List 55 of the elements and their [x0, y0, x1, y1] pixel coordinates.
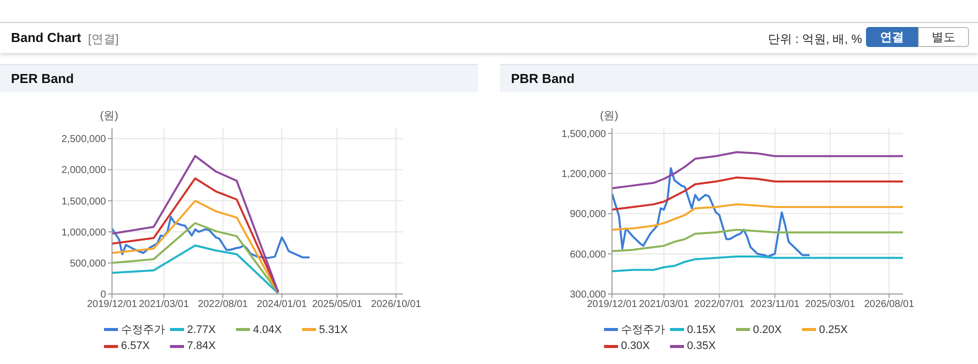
legend-label: 수정주가 [621, 323, 665, 337]
line-series [612, 228, 903, 252]
x-tick-label: 2023/11/01 [750, 299, 800, 310]
text: [연결] [88, 31, 119, 48]
chart-title: PBR Band [500, 64, 978, 92]
y-tick-label: 1,500,000 [562, 128, 606, 140]
y-tick-label: 2,500,000 [62, 134, 106, 146]
y-tick-label: 500,000 [70, 258, 106, 270]
line-series [112, 200, 280, 294]
legend-label: 0.25X [819, 324, 848, 336]
text: 별도 [918, 27, 969, 47]
x-tick-label: 2019/12/01 [86, 299, 138, 310]
line-series [612, 151, 903, 190]
x-tick-label: 2022/08/01 [198, 299, 248, 310]
x-tick-label: 2025/05/01 [312, 299, 363, 310]
text: 연결 [866, 27, 918, 47]
legend-label: 0.20X [753, 324, 782, 336]
legend-label: 0.15X [687, 324, 716, 336]
y-tick-label: 0 [100, 290, 106, 301]
line-series [112, 154, 280, 294]
line-series [612, 203, 903, 231]
x-tick-label: 2019/12/01 [586, 299, 638, 310]
legend-label: 4.04X [253, 324, 282, 336]
y-tick-label: 1,200,000 [562, 169, 606, 180]
y-tick-label: 300,000 [570, 290, 606, 301]
text: 단위 : 억원, 배, % [768, 31, 862, 48]
x-tick-label: 2026/10/01 [371, 299, 422, 310]
line-series [612, 176, 903, 211]
line-series [612, 256, 903, 272]
y-axis-title: (원) [100, 109, 118, 123]
legend-label: 6.57X [121, 340, 150, 352]
y-tick-label: 1,000,000 [62, 227, 106, 238]
y-axis-title: (원) [600, 109, 618, 123]
line-series [112, 216, 311, 259]
legend-label: 5.31X [319, 324, 348, 336]
x-tick-label: 2024/01/01 [256, 299, 308, 310]
y-tick-label: 900,000 [570, 209, 606, 220]
legend-label: 0.30X [621, 340, 650, 352]
text: Band Chart [11, 30, 82, 45]
legend-label: 0.35X [687, 340, 716, 352]
x-tick-label: 2025/03/01 [805, 299, 856, 310]
y-tick-label: 1,500,000 [62, 196, 106, 208]
y-tick-label: 2,000,000 [62, 165, 106, 176]
x-tick-label: 2022/07/01 [694, 299, 745, 310]
legend-label: 2.77X [187, 324, 216, 336]
y-tick-label: 600,000 [570, 249, 606, 260]
x-tick-label: 2021/03/01 [638, 299, 690, 310]
x-tick-label: 2021/03/01 [138, 299, 190, 310]
line-series [112, 244, 280, 294]
x-tick-label: 2026/08/01 [864, 299, 915, 310]
legend-label: 수정주가 [121, 323, 165, 337]
chart-title: PER Band [0, 64, 478, 92]
line-series [112, 222, 280, 294]
legend-label: 7.84X [187, 340, 216, 352]
line-series [612, 167, 811, 258]
